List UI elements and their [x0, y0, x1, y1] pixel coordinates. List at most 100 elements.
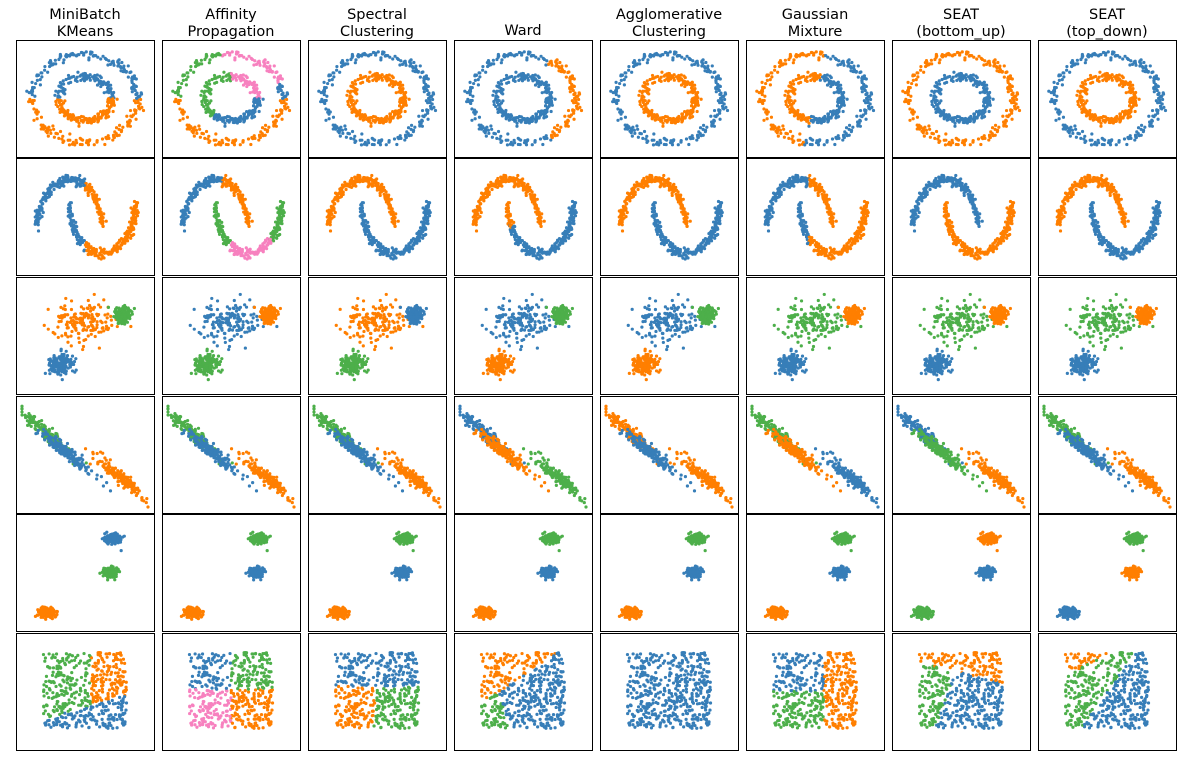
scatter-point [497, 85, 502, 89]
scatter-point [794, 53, 798, 57]
scatter-point [1142, 60, 1146, 65]
scatter-point [504, 117, 508, 121]
scatter-point [911, 78, 915, 82]
scatter-point [782, 135, 786, 139]
scatter-point [652, 138, 656, 142]
scatter-point [614, 80, 618, 84]
scatter-point [115, 247, 119, 251]
scatter-point [552, 132, 556, 136]
scatter-point [1005, 70, 1009, 74]
scatter-point [661, 121, 665, 125]
scatter-point [48, 64, 52, 69]
scatter-point [713, 70, 717, 74]
scatter-point [232, 120, 237, 125]
scatter-point [254, 62, 259, 66]
scatter-point [501, 99, 505, 103]
scatter-panel [746, 40, 885, 158]
scatter-point [83, 71, 87, 76]
scatter-point [1102, 142, 1106, 147]
scatter-point [196, 184, 201, 188]
scatter-point [203, 100, 207, 105]
scatter-point [1071, 131, 1075, 135]
scatter-point [906, 91, 910, 95]
scatter-point [486, 59, 491, 63]
scatter-point [409, 133, 413, 137]
scatter-point [129, 70, 133, 74]
scatter-point [864, 111, 868, 115]
scatter-point [1157, 96, 1161, 100]
scatter-point [952, 70, 956, 74]
scatter-point [39, 115, 44, 119]
scatter-point [687, 142, 691, 147]
scatter-point [194, 128, 198, 132]
scatter-panel [162, 40, 301, 158]
scatter-point [543, 104, 548, 108]
scatter-point [106, 81, 110, 85]
scatter-point [492, 89, 496, 93]
scatter-point [117, 133, 121, 137]
scatter-point [61, 61, 65, 65]
scatter-point [254, 106, 258, 110]
scatter-point [547, 87, 551, 91]
scatter-point [119, 130, 123, 134]
scatter-point [533, 117, 537, 121]
scatter-point [499, 61, 503, 65]
scatter-point [30, 80, 34, 84]
scatter-point [530, 119, 534, 123]
scatter-point [1127, 111, 1132, 115]
column-title-line: (bottom_up) [916, 24, 1005, 40]
scatter-point [543, 111, 548, 115]
scatter-point [36, 73, 40, 77]
column-title-line: KMeans [57, 24, 114, 40]
scatter-point [650, 117, 654, 121]
scatter-point [807, 53, 811, 57]
scatter-point [406, 126, 411, 130]
scatter-point [935, 85, 940, 89]
scatter-point [413, 125, 417, 129]
scatter-point [70, 51, 75, 56]
scatter-point [220, 138, 224, 142]
scatter-point [25, 89, 29, 93]
scatter-point [643, 85, 648, 89]
scatter-point [198, 62, 202, 66]
scatter-point [418, 64, 422, 68]
scatter-point [134, 117, 138, 121]
scatter-point [525, 75, 529, 79]
scatter-point [263, 62, 267, 66]
scatter-point [934, 54, 938, 58]
scatter-point [521, 71, 526, 76]
scatter-point [937, 79, 941, 83]
scatter-point [241, 77, 246, 81]
scatter-point [960, 117, 965, 121]
scatter-point [836, 81, 840, 85]
scatter-point [105, 104, 110, 108]
scatter-point [99, 57, 103, 61]
scatter-point [54, 131, 58, 135]
scatter-point [263, 238, 268, 242]
scatter-point [232, 191, 236, 195]
scatter-point [788, 110, 792, 115]
scatter-point [542, 116, 546, 120]
scatter-point [1108, 120, 1113, 125]
scatter-point [130, 76, 134, 80]
scatter-point [466, 97, 470, 101]
scatter-point [34, 222, 38, 226]
scatter-point [844, 126, 849, 130]
scatter-point [632, 128, 636, 132]
scatter-point [963, 75, 967, 79]
scatter-point [494, 95, 498, 99]
scatter-point [130, 90, 134, 94]
scatter-point [1098, 70, 1102, 74]
scatter-panel [454, 40, 593, 158]
scatter-point [911, 117, 915, 121]
scatter-point [987, 61, 992, 65]
scatter-point [327, 117, 331, 121]
scatter-point [1114, 119, 1118, 123]
scatter-point [695, 109, 699, 114]
scatter-point [776, 134, 780, 138]
scatter-point [212, 76, 217, 81]
column-title: Ward [504, 23, 541, 39]
column-title: Affinity Propagation [188, 7, 275, 40]
scatter-point [230, 77, 235, 81]
scatter-point [850, 60, 854, 65]
